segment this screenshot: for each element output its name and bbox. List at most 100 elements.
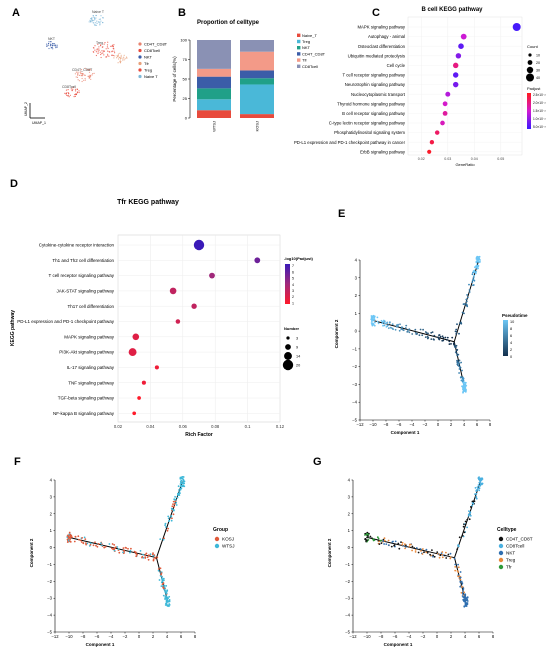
chart-c-size-legend-dot	[526, 66, 534, 74]
umap-cell-point	[99, 22, 101, 24]
umap-cell-point	[98, 49, 100, 52]
umap-cell-point	[117, 56, 119, 58]
umap-cell-point	[114, 55, 116, 57]
trajectory-cell-point	[164, 524, 167, 526]
chart-c-color-legend: 2.5×10⁻² 2.0×10⁻² 1.5×10⁻² 1.0×10⁻² 5.0×10⁻³	[533, 93, 546, 129]
trajectory-cell-point	[463, 591, 466, 594]
umap-cell-point	[111, 50, 113, 52]
trajectory-cell-point	[183, 485, 186, 488]
trajectory-cell-point	[466, 598, 469, 601]
trajectory-x-tick-label: −6	[397, 422, 402, 427]
trajectory-cell-point	[474, 487, 477, 489]
trajectory-cell-point	[142, 553, 144, 556]
trajectory-cell-point	[378, 540, 381, 543]
chart-c-pathway-labels: MAPK signaling pathway Autophagy - animal…	[294, 25, 406, 155]
trajectory-cell-point	[180, 487, 182, 490]
trajectory-cell-point	[457, 566, 460, 569]
trajectory-x-tick-label: −6	[95, 634, 100, 639]
trajectory-cell-point	[111, 547, 113, 550]
trajectory-cell-point	[387, 539, 390, 542]
trajectory-cell-point	[401, 326, 404, 329]
trajectory-cell-point	[474, 493, 476, 496]
trajectory-cell-point	[383, 324, 386, 327]
trajectory-cell-point	[123, 550, 126, 552]
trajectory-x-tick-label: 8	[194, 634, 197, 639]
trajectory-cell-point	[475, 492, 478, 495]
chart-c-pathway-label: Osteoclast differentiation	[358, 44, 406, 49]
trajectory-cell-point	[69, 533, 72, 536]
trajectory-cell-point	[147, 554, 150, 557]
umap-cell-point	[53, 43, 56, 45]
trajectory-cell-point	[421, 553, 424, 555]
trajectory-cell-point	[160, 581, 163, 584]
trajectory-cell-point	[135, 552, 137, 555]
umap-cell-point	[102, 52, 104, 54]
trajectory-cell-point	[431, 331, 434, 333]
chart-d-size-legend-dot	[282, 359, 294, 371]
trajectory-cell-point	[366, 536, 368, 539]
trajectory-cell-point	[382, 538, 385, 541]
trajectory-cell-point	[372, 539, 375, 542]
trajectory-cell-point	[436, 551, 439, 553]
chart-d-size-legend-dot	[284, 352, 292, 360]
trajectory-cell-point	[473, 271, 476, 274]
trajectory-cell-point	[405, 546, 407, 548]
trajectory-cell-point	[461, 385, 463, 388]
trajectory-cell-point	[476, 486, 479, 488]
chart-g-legend-label: NKT	[506, 551, 515, 556]
trajectory-cell-point	[97, 543, 100, 545]
trajectory-cell-point	[464, 602, 467, 605]
chart-c-pathway-label: Nucleocytoplasmic transport	[351, 92, 406, 97]
umap-cell-point	[96, 20, 98, 22]
trajectory-cell-point	[467, 514, 470, 517]
chart-d-xlabel: Rich Factor	[185, 432, 213, 438]
umap-cell-point	[101, 50, 103, 52]
trajectory-cell-point	[172, 513, 175, 516]
trajectory-cell-point	[406, 330, 409, 333]
trajectory-cell-point	[465, 304, 468, 307]
chart-b-y-ticks: 0 25 50 75 100	[180, 38, 190, 121]
umap-cell-point	[122, 57, 124, 59]
chart-g-legend-swatch	[498, 564, 504, 570]
umap-cell-point	[107, 47, 109, 50]
trajectory-cell-point	[461, 311, 464, 314]
umap-cell-point	[88, 21, 90, 23]
chart-b-bars: WTSJ KOSJ	[197, 40, 274, 132]
trajectory-cell-point	[177, 485, 180, 488]
umap-cell-point	[92, 51, 94, 53]
trajectory-cell-point	[470, 506, 472, 508]
chart-c-point	[445, 91, 451, 97]
trajectory-y-tick-label: −5	[47, 630, 52, 635]
trajectory-cell-point	[129, 549, 132, 552]
umap-cell-point	[107, 55, 109, 57]
trajectory-cell-point	[401, 541, 404, 544]
trajectory-cell-point	[389, 326, 392, 329]
trajectory-cell-point	[459, 576, 461, 579]
chart-b-legend-label: Naive_T	[302, 33, 317, 38]
trajectory-cell-point	[469, 514, 472, 517]
umap-cell-point	[119, 59, 121, 61]
trajectory-cell-point	[466, 296, 469, 299]
trajectory-cell-point	[441, 551, 444, 553]
umap-cell-point	[94, 45, 96, 47]
umap-cell-point	[51, 46, 53, 49]
chart-g-legend: CD4T_CD8T CD8Tcell NKT Treg Tfr	[498, 537, 533, 570]
trajectory-cell-point	[173, 505, 176, 508]
trajectory-cell-point	[471, 502, 474, 504]
umap-cell-point	[123, 59, 125, 61]
chart-c-pathway-label: C-type lectin receptor signaling pathway	[329, 121, 406, 126]
umap-cell-point	[112, 47, 114, 50]
trajectory-cell-point	[79, 539, 82, 542]
umap-cell-point	[50, 43, 52, 45]
trajectory-cell-point	[96, 545, 99, 548]
trajectory-cell-point	[166, 589, 169, 592]
chart-g-legend-label: Tfr	[506, 565, 512, 570]
trajectory-cell-point	[462, 379, 465, 381]
trajectory-x-tick-label: −10	[65, 634, 73, 639]
chart-d-color-legend-label: 2	[292, 295, 294, 299]
trajectory-cell-point	[479, 479, 481, 482]
trajectory-cell-point	[391, 323, 394, 326]
umap-cell-point	[101, 52, 103, 54]
trajectory-cell-point	[373, 316, 376, 319]
chart-d-x-tick-label: 0.06	[179, 424, 188, 429]
